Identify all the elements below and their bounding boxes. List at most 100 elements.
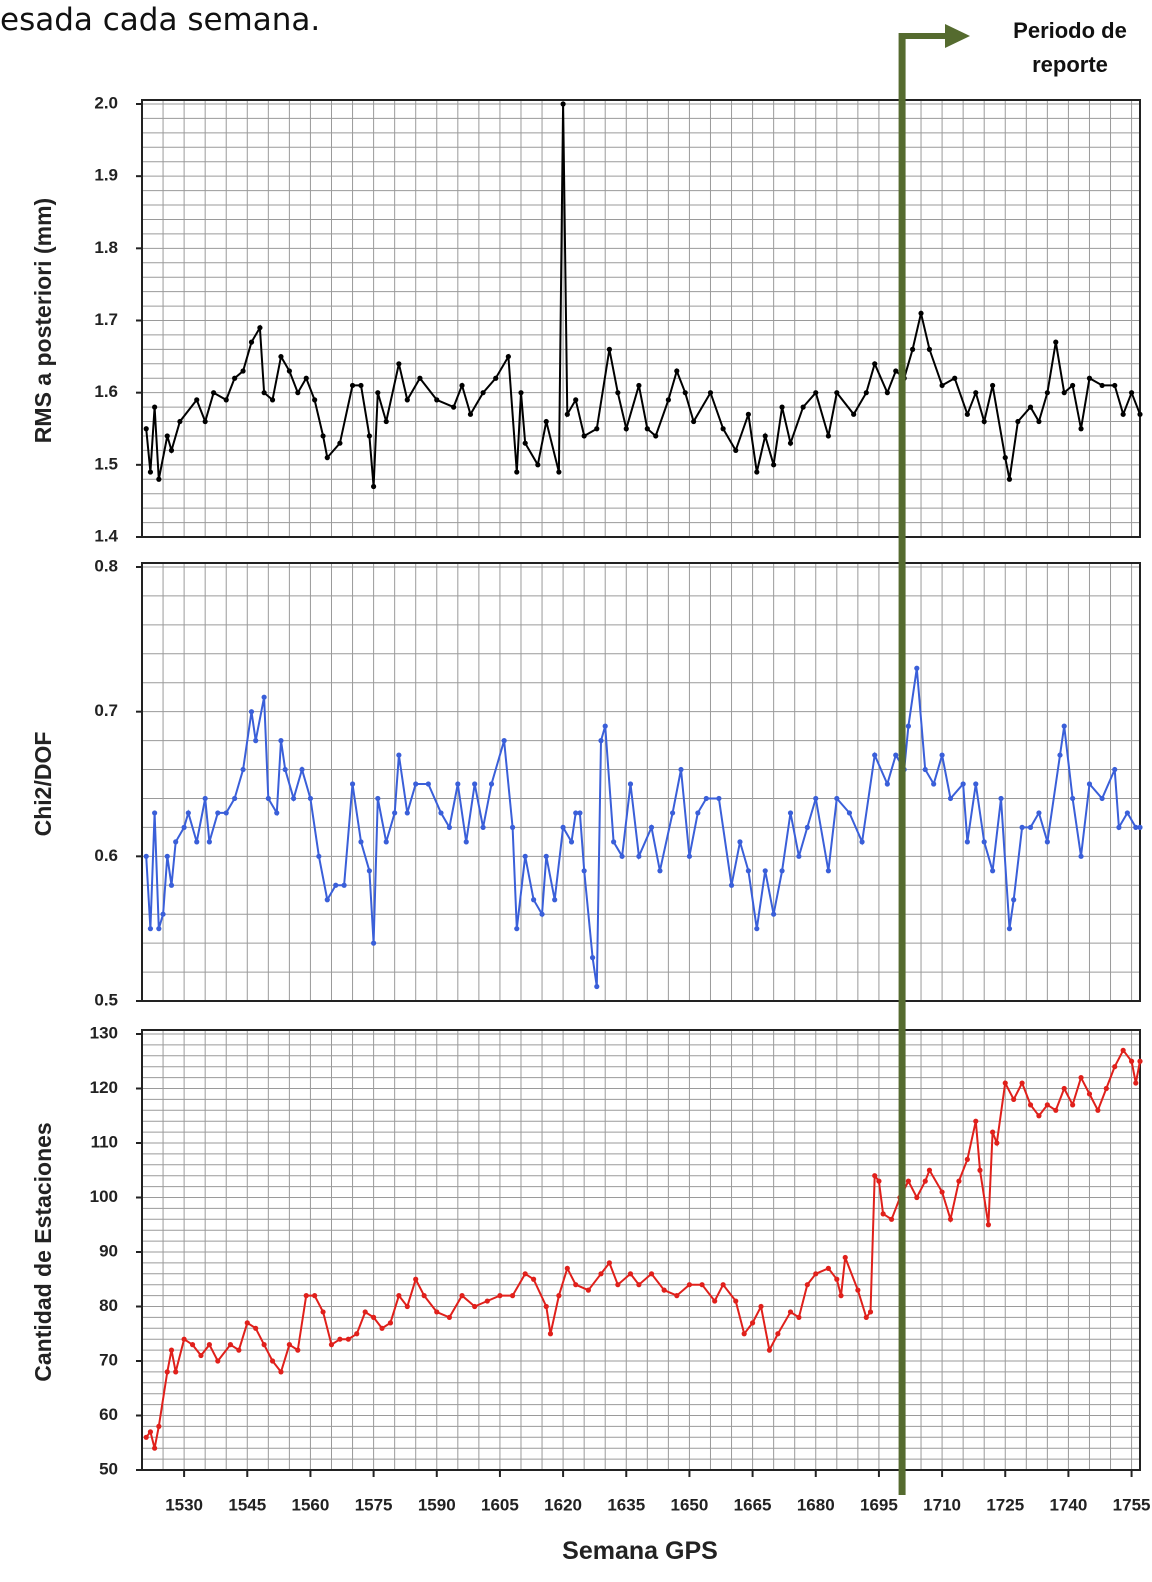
point	[312, 397, 318, 403]
y-tick-label: 1.8	[94, 238, 118, 257]
point	[994, 1140, 1000, 1146]
point	[564, 411, 570, 417]
point	[598, 1271, 604, 1277]
point	[703, 795, 709, 802]
point	[413, 781, 419, 787]
x-axis-label: Semana GPS	[562, 1537, 718, 1565]
point	[998, 795, 1004, 802]
y-axis-label: RMS a posteriori (mm)	[30, 198, 56, 443]
point	[964, 411, 970, 417]
point	[320, 433, 326, 439]
point	[253, 1325, 259, 1331]
point	[653, 433, 659, 439]
point	[939, 1189, 945, 1195]
point	[1002, 1080, 1008, 1086]
point	[1095, 1107, 1101, 1113]
point	[1133, 824, 1139, 831]
point	[872, 1173, 878, 1179]
point	[876, 1178, 882, 1184]
point	[1137, 1058, 1143, 1064]
point	[535, 462, 541, 468]
point	[168, 447, 175, 453]
point	[762, 433, 768, 439]
point	[181, 824, 187, 831]
report-arrow-head	[945, 24, 970, 48]
point	[615, 1282, 621, 1288]
point	[1124, 810, 1130, 816]
point	[446, 1314, 453, 1320]
plot-frame	[141, 562, 1141, 1002]
point	[1070, 795, 1076, 802]
point	[589, 955, 596, 961]
point	[1057, 752, 1063, 758]
point	[733, 447, 739, 453]
point	[434, 1309, 440, 1315]
point	[846, 810, 853, 816]
header-text: esada cada semana.	[0, 2, 321, 38]
point	[568, 839, 575, 845]
point	[531, 897, 537, 903]
point	[581, 868, 587, 874]
point	[884, 781, 890, 787]
point	[379, 1325, 385, 1331]
point	[952, 375, 958, 381]
point	[480, 824, 486, 831]
point	[1044, 1102, 1050, 1108]
point	[459, 382, 465, 389]
point	[164, 1369, 170, 1375]
point	[947, 795, 954, 802]
x-tick-label: 1665	[734, 1495, 772, 1514]
point	[143, 1434, 149, 1440]
point	[206, 839, 212, 845]
point	[695, 810, 701, 816]
point	[1128, 1058, 1135, 1064]
point	[282, 766, 288, 773]
point	[341, 882, 347, 888]
point	[522, 1271, 528, 1277]
point	[349, 382, 356, 389]
point	[585, 1287, 591, 1293]
y-tick-label: 1.6	[94, 382, 118, 401]
point	[939, 752, 945, 758]
point	[514, 926, 520, 932]
point	[371, 1314, 377, 1320]
point	[459, 1293, 465, 1299]
point	[707, 390, 714, 396]
point	[181, 1336, 187, 1342]
y-tick-label: 120	[90, 1078, 118, 1097]
point	[674, 1293, 680, 1299]
point	[615, 390, 621, 396]
point	[543, 853, 549, 859]
point	[472, 781, 478, 787]
point	[396, 1293, 402, 1299]
point	[1019, 824, 1025, 831]
point	[1061, 1085, 1067, 1092]
point	[926, 1167, 933, 1173]
point	[1070, 382, 1076, 389]
point	[547, 1331, 554, 1337]
point	[152, 810, 158, 816]
x-tick-label: 1710	[923, 1495, 961, 1514]
point	[244, 1320, 250, 1326]
point	[661, 1287, 667, 1293]
point	[771, 911, 777, 917]
y-tick-label: 0.7	[94, 701, 118, 720]
point	[1027, 1102, 1034, 1108]
y-tick-label: 60	[99, 1405, 118, 1424]
point	[598, 738, 604, 744]
point	[888, 1216, 895, 1222]
point	[686, 1282, 693, 1288]
point	[749, 1320, 756, 1326]
point	[720, 426, 726, 432]
point	[838, 1293, 844, 1299]
x-tick-label: 1605	[481, 1495, 519, 1514]
point	[1053, 1107, 1059, 1113]
point	[834, 1276, 840, 1282]
point	[472, 1303, 478, 1310]
point	[358, 839, 364, 845]
point	[674, 368, 680, 374]
point	[404, 397, 410, 403]
series-line	[145, 103, 1141, 487]
point	[316, 853, 322, 859]
point	[855, 1287, 861, 1293]
